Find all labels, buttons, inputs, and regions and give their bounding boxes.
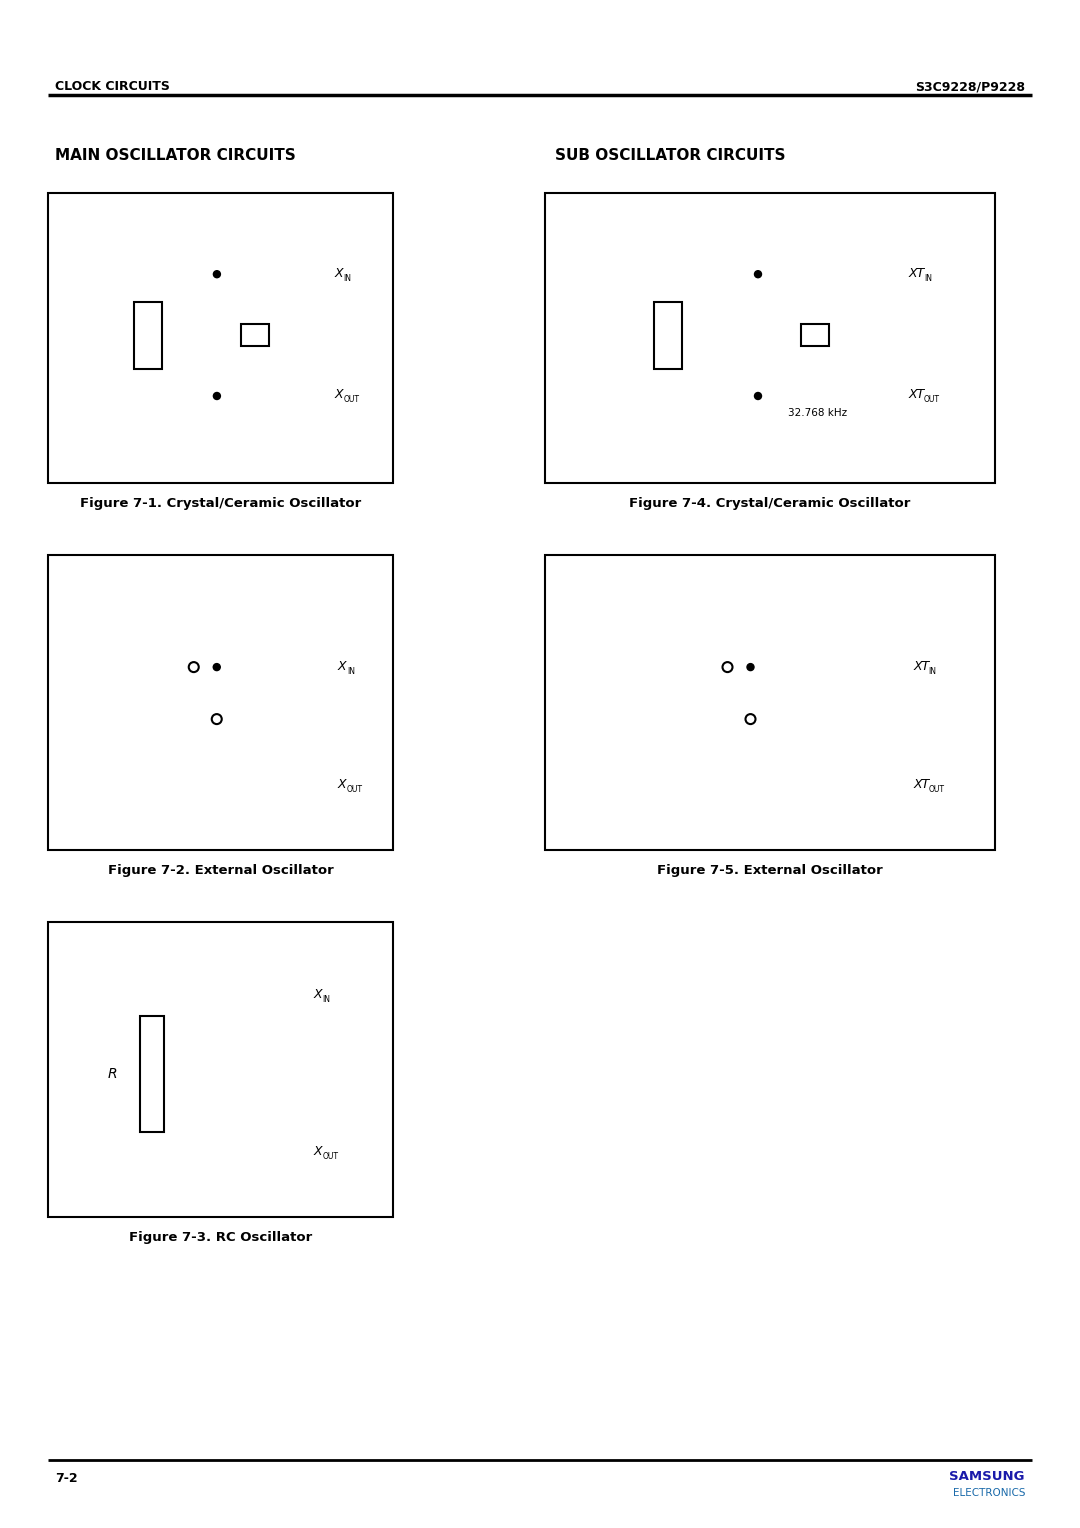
Text: Figure 7-5. External Oscillator: Figure 7-5. External Oscillator (657, 863, 882, 877)
Text: X: X (313, 989, 322, 1001)
Text: 7-2: 7-2 (55, 1471, 78, 1485)
Circle shape (214, 270, 220, 278)
Bar (241, 324, 269, 347)
Text: ELECTRONICS: ELECTRONICS (953, 1488, 1025, 1497)
Text: X: X (313, 1144, 322, 1158)
Text: X: X (338, 778, 347, 790)
Bar (48, 921, 393, 1216)
Circle shape (755, 270, 761, 278)
Bar (545, 555, 995, 850)
Text: OUT: OUT (347, 784, 363, 793)
Text: MAIN OSCILLATOR CIRCUITS: MAIN OSCILLATOR CIRCUITS (55, 148, 296, 163)
Circle shape (747, 663, 754, 671)
Text: X: X (338, 660, 347, 672)
Text: XT: XT (914, 778, 930, 790)
Bar (48, 555, 393, 850)
Text: Figure 7-1. Crystal/Ceramic Oscillator: Figure 7-1. Crystal/Ceramic Oscillator (80, 497, 361, 510)
Text: IN: IN (343, 274, 351, 283)
Circle shape (755, 393, 761, 399)
Text: SUB OSCILLATOR CIRCUITS: SUB OSCILLATOR CIRCUITS (555, 148, 785, 163)
Text: Figure 7-3. RC Oscillator: Figure 7-3. RC Oscillator (129, 1232, 312, 1244)
Text: Figure 7-4. Crystal/Ceramic Oscillator: Figure 7-4. Crystal/Ceramic Oscillator (630, 497, 910, 510)
Text: XT: XT (909, 267, 926, 280)
Text: CLOCK CIRCUITS: CLOCK CIRCUITS (55, 79, 170, 93)
Text: XT: XT (914, 660, 930, 672)
Text: XT: XT (909, 388, 926, 402)
Text: IN: IN (929, 666, 936, 675)
Circle shape (213, 663, 220, 671)
Bar (654, 301, 681, 368)
Text: SAMSUNG: SAMSUNG (949, 1470, 1025, 1484)
Text: OUT: OUT (343, 396, 360, 405)
Text: X: X (335, 388, 343, 402)
Bar (139, 1016, 163, 1132)
Text: IN: IN (323, 995, 330, 1004)
Text: OUT: OUT (924, 396, 940, 405)
Text: OUT: OUT (929, 784, 945, 793)
Text: 32.768 kHz: 32.768 kHz (788, 408, 848, 419)
Bar (134, 301, 162, 368)
Text: IN: IN (924, 274, 932, 283)
Bar (545, 193, 995, 483)
Text: IN: IN (347, 666, 354, 675)
Text: X: X (335, 267, 343, 280)
Bar (48, 193, 393, 483)
Bar (801, 324, 829, 347)
Text: S3C9228/P9228: S3C9228/P9228 (915, 79, 1025, 93)
Text: Figure 7-2. External Oscillator: Figure 7-2. External Oscillator (108, 863, 334, 877)
Text: R: R (108, 1067, 118, 1080)
Text: OUT: OUT (323, 1152, 339, 1161)
Circle shape (214, 393, 220, 399)
